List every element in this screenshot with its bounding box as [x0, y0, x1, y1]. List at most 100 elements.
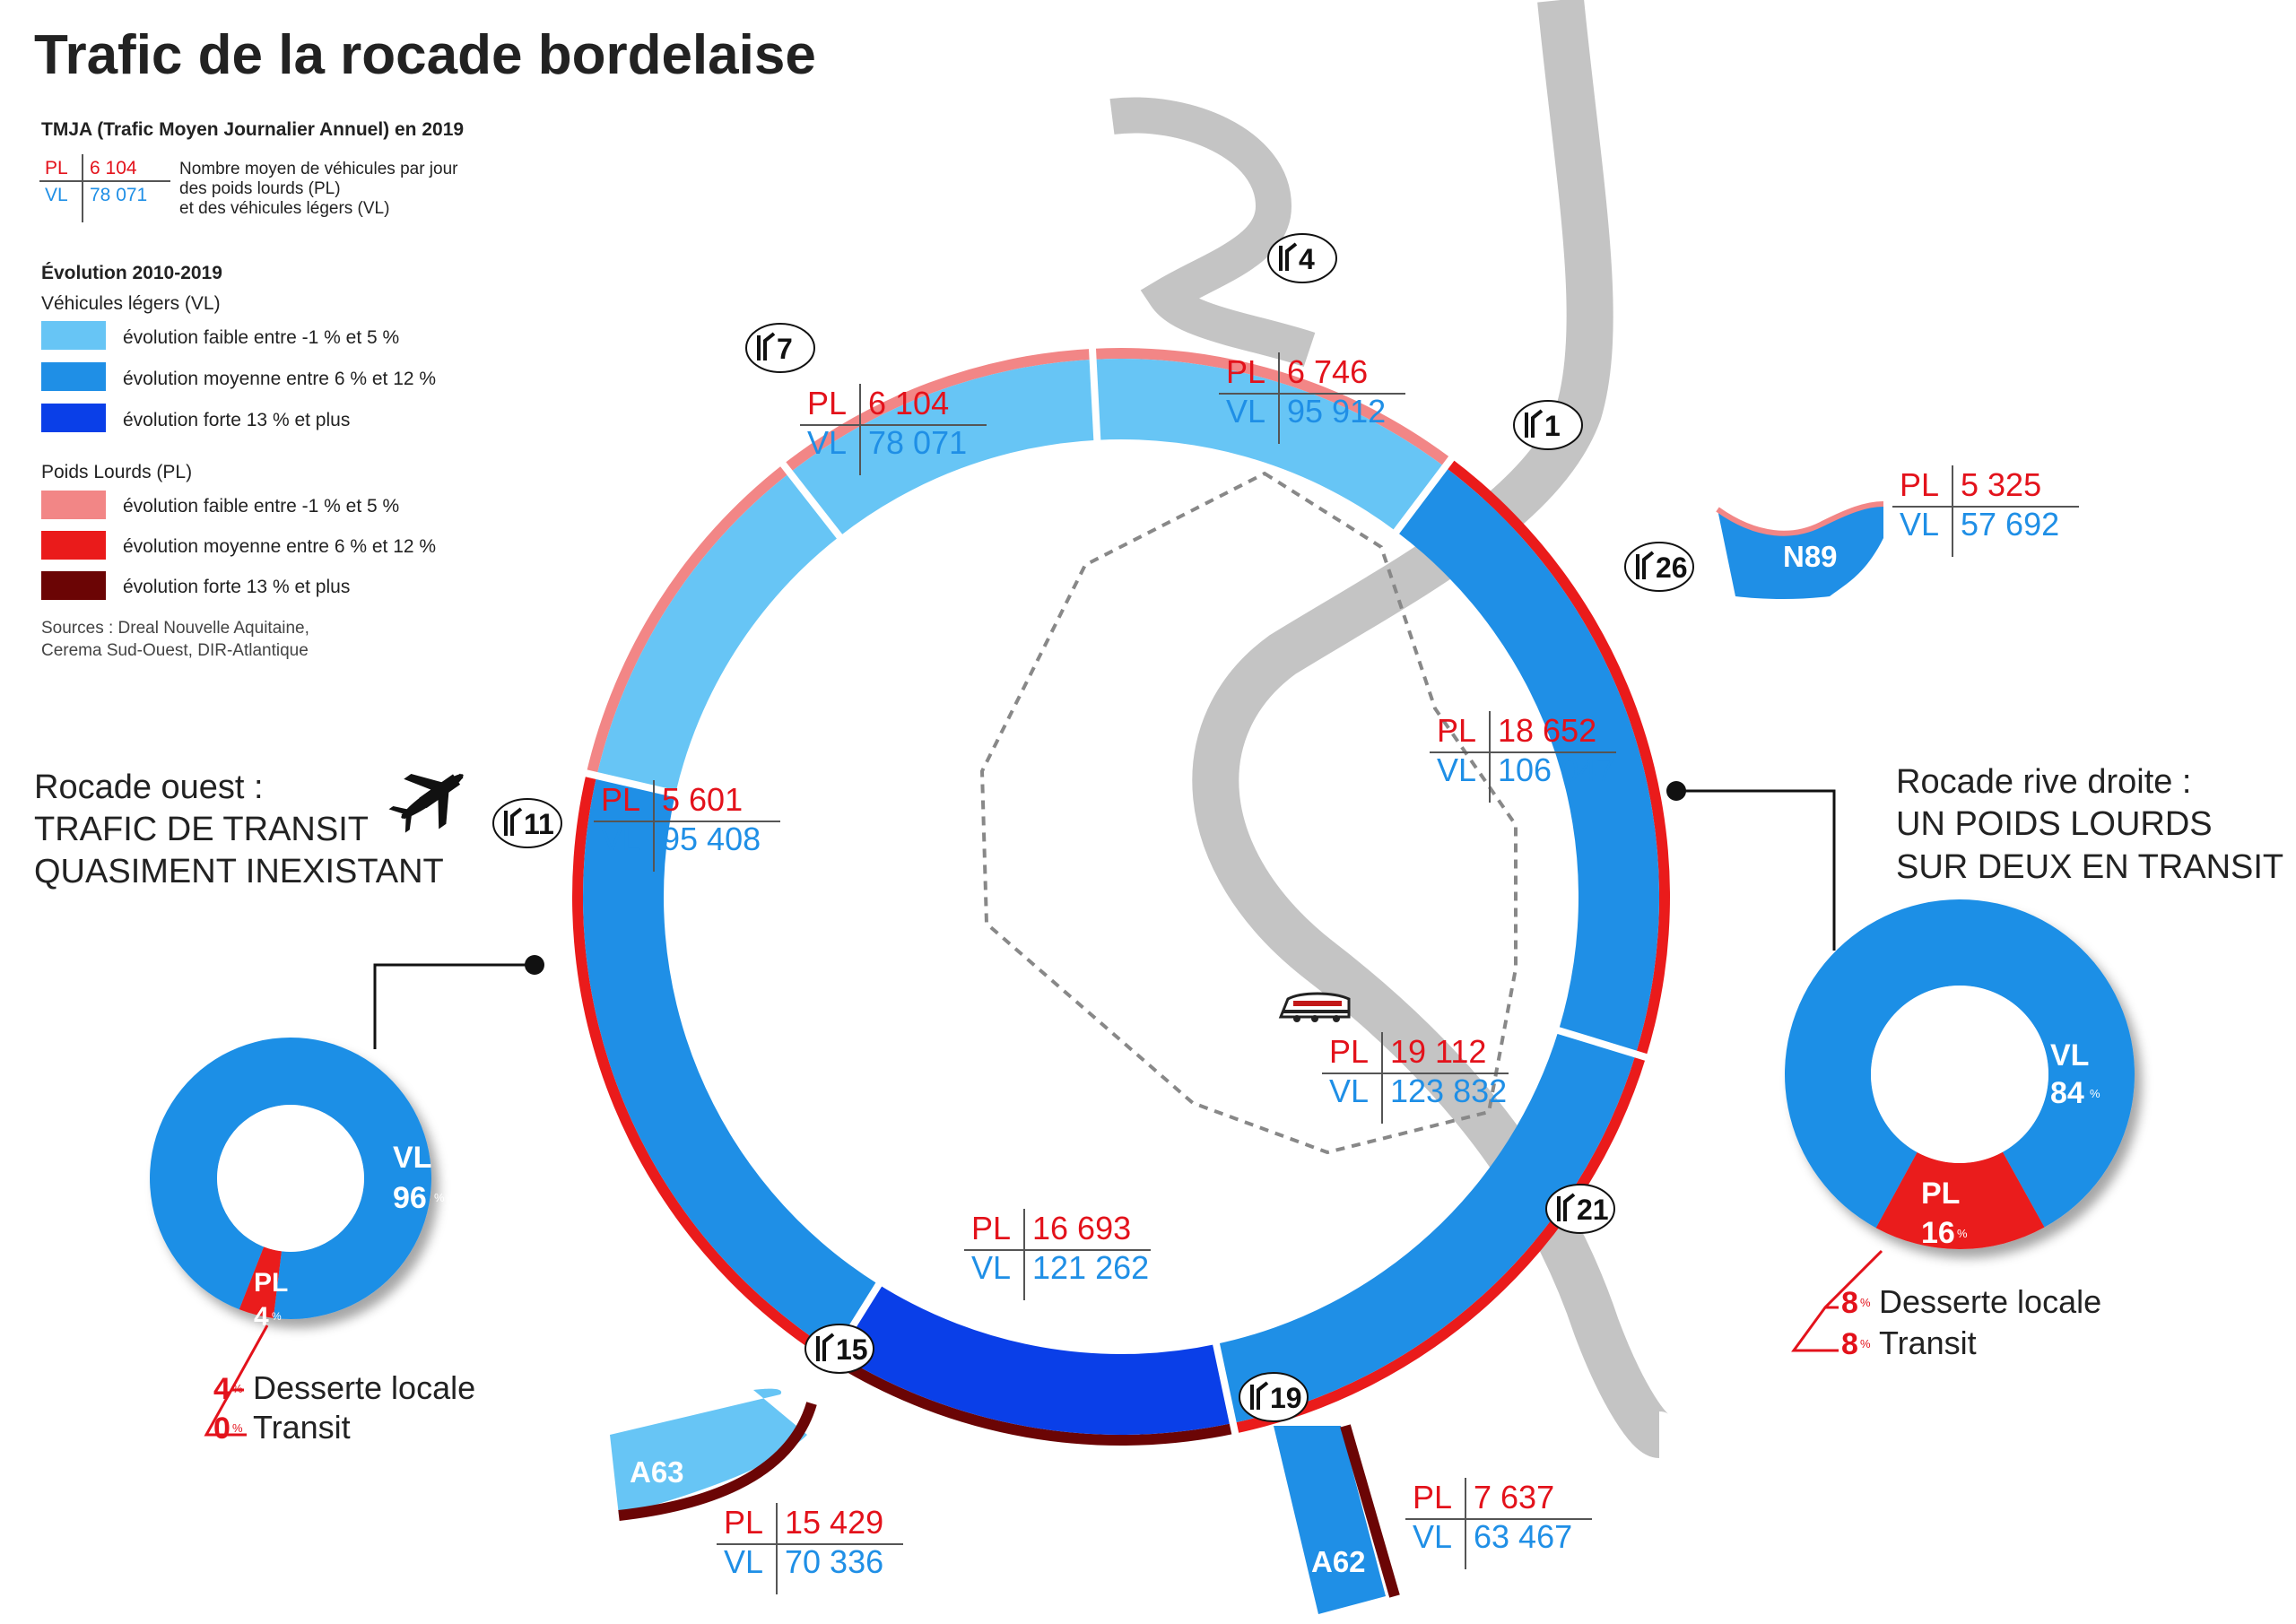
- legend-sample-vl-label: VL: [45, 185, 68, 205]
- road-label-a62: A62: [1311, 1545, 1366, 1578]
- count-vl-label: VL: [1437, 751, 1476, 788]
- count-pl-value: 19 112: [1390, 1033, 1486, 1070]
- donut-slice-pl: [1875, 1151, 2045, 1249]
- ring-separator: [1552, 1025, 1652, 1063]
- ring-separator: [1088, 343, 1101, 445]
- river-garonne: [1192, 0, 1670, 1458]
- ring-segment-w-pl: [572, 773, 837, 1363]
- east-donut-transit-label: Transit: [1879, 1324, 1977, 1361]
- count-table-n89: PL 5 325 VL 57 692: [1892, 465, 2079, 557]
- count-table-n: PL 6 746 VL 95 912: [1219, 352, 1405, 444]
- west-donut-vl-value: 96: [393, 1181, 427, 1215]
- road-a62: [1274, 1426, 1386, 1614]
- donut-body: [1785, 899, 2135, 1249]
- count-vl-label: VL: [971, 1249, 1011, 1286]
- count-pl-value: 7 637: [1474, 1479, 1554, 1515]
- legend-sample-pl-value: 6 104: [90, 158, 137, 178]
- west-donut-vl-unit: %: [434, 1191, 445, 1204]
- count-pl-label: PL: [1413, 1479, 1452, 1515]
- legend-pl-item-0: évolution faible entre -1 % et 5 %: [123, 496, 399, 517]
- west-donut-leader: [204, 1324, 269, 1437]
- count-table-a63: PL 15 429 VL 70 336: [717, 1503, 903, 1594]
- count-pl-label: PL: [971, 1210, 1011, 1246]
- count-pl-value: 6 104: [868, 385, 949, 421]
- count-pl-value: 16 693: [1032, 1210, 1131, 1246]
- ring-separator: [777, 458, 846, 543]
- east-donut-leader: [1791, 1249, 1883, 1352]
- legend-vl-title: Véhicules légers (VL): [41, 293, 221, 314]
- donut-slice-pl: [239, 1246, 283, 1318]
- road-a63: [610, 1388, 807, 1515]
- exit-number: 1: [1544, 410, 1561, 442]
- airplane-icon: [388, 773, 464, 833]
- donut-slice-vl: [149, 1038, 431, 1320]
- road-label-a63: A63: [630, 1455, 684, 1489]
- legend-pl-swatch-1: [41, 531, 106, 560]
- exit-badge: 11: [492, 798, 562, 848]
- exit-badge: 1: [1513, 400, 1583, 450]
- west-donut-pl-unit: %: [272, 1310, 282, 1323]
- count-vl-value: 95 912: [1287, 393, 1386, 430]
- count-table-nw: PL 6 104 VL 78 071: [800, 384, 987, 475]
- west-donut-pl-label: PL: [254, 1268, 288, 1298]
- legend-sample-desc-2: des poids lourds (PL): [179, 179, 341, 198]
- count-pl-label: PL: [1437, 712, 1476, 749]
- east-donut-transit-value: 8: [1841, 1327, 1858, 1361]
- count-vl-value: 78 071: [868, 424, 967, 461]
- exit-icon: [1636, 551, 1655, 579]
- legend-pl-title: Poids Lourds (PL): [41, 462, 192, 482]
- legend-sources-1: Sources : Dreal Nouvelle Aquitaine,: [41, 619, 309, 638]
- ring-separator: [580, 769, 681, 799]
- river-arm: [1109, 97, 1316, 368]
- ring-segment-n1-vl: [789, 359, 1098, 537]
- ring-segment-n1-pl: [783, 348, 1093, 473]
- count-pl-value: 18 652: [1498, 712, 1596, 749]
- count-pl-label: PL: [1900, 466, 1939, 503]
- east-donut: VL 84 % PL 16 % 8 % Desserte locale 8 % …: [1785, 899, 2135, 1361]
- exit-number: 7: [777, 333, 793, 365]
- east-donut-vl-unit: %: [2090, 1087, 2100, 1100]
- exit-badge: 19: [1239, 1372, 1309, 1422]
- ring-road: [572, 343, 1670, 1446]
- exit-number: 21: [1577, 1194, 1609, 1226]
- count-vl-value: 57 692: [1961, 506, 2059, 543]
- legend-sample-pl-label: PL: [45, 158, 68, 178]
- count-vl-value: 121 262: [1032, 1249, 1149, 1286]
- page-title: Trafic de la rocade bordelaise: [34, 24, 816, 86]
- train-icon: [1278, 992, 1351, 1022]
- ring-segment-e-pl: [1445, 458, 1670, 1057]
- count-vl-value: 95 408: [662, 821, 761, 857]
- exit-number: 11: [524, 808, 554, 840]
- count-pl-label: PL: [724, 1504, 763, 1541]
- count-pl-label: PL: [601, 781, 640, 818]
- legend-sample-desc-1: Nombre moyen de véhicules par jour: [179, 160, 458, 178]
- exit-icon: [757, 332, 776, 360]
- legend-sample-desc-3: et des véhicules légers (VL): [179, 199, 389, 218]
- count-vl-value: 106 047: [1498, 751, 1614, 788]
- exit-icon: [1279, 242, 1298, 271]
- count-table-w: PL 5 601 VL 95 408: [594, 780, 780, 872]
- west-donut-transit-label: Transit: [253, 1409, 351, 1446]
- ring-segment-nw-vl: [596, 473, 840, 795]
- exit-number: 19: [1270, 1382, 1302, 1414]
- east-callout-line3: SUR DEUX EN TRANSIT: [1896, 848, 2283, 886]
- donut-hole: [217, 1105, 364, 1252]
- west-callout-line1: Rocade ouest :: [34, 769, 264, 806]
- count-pl-value: 15 429: [785, 1504, 883, 1541]
- west-donut: VL 96 % PL 4 % 4 % Desserte locale 0 % T…: [149, 1038, 475, 1446]
- count-pl-value: 5 325: [1961, 466, 2041, 503]
- east-callout-line: [1676, 789, 1836, 951]
- exit-icon: [1557, 1193, 1576, 1221]
- count-vl-value: 70 336: [785, 1543, 883, 1580]
- ring-segment-e-vl: [1396, 466, 1660, 1055]
- east-donut-pl-label: PL: [1921, 1177, 1960, 1211]
- east-donut-local-value: 8: [1841, 1286, 1858, 1320]
- west-donut-pl-value: 4: [254, 1302, 269, 1332]
- road-n89: [1718, 503, 1883, 600]
- count-vl-label: VL: [1226, 393, 1265, 430]
- ring-separator: [1212, 1339, 1240, 1439]
- count-pl-label: PL: [807, 385, 847, 421]
- legend-pl-swatch-2: [41, 571, 106, 600]
- legend: TMJA (Trafic Moyen Journalier Annuel) en…: [39, 119, 464, 660]
